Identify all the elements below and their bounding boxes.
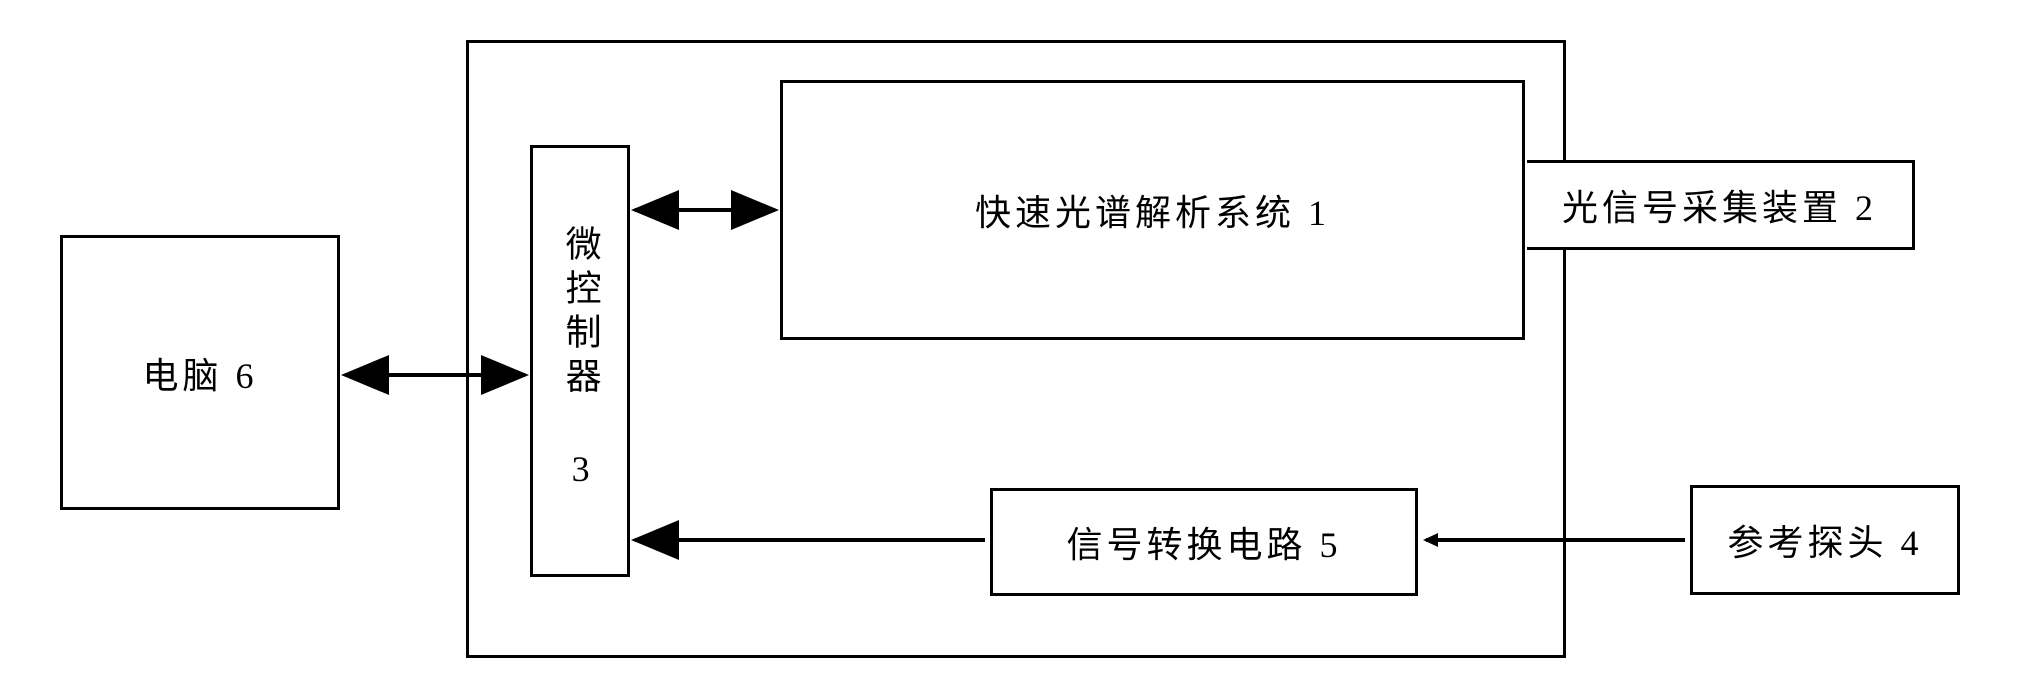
optical-device-box: 光信号采集装置 2	[1527, 160, 1915, 250]
microcontroller-box: 微控制器 3	[530, 145, 630, 577]
computer-box: 电脑 6	[60, 235, 340, 510]
arrow-microcontroller-spectrum	[630, 195, 780, 225]
signal-circuit-box: 信号转换电路 5	[990, 488, 1418, 596]
reference-probe-box: 参考探头 4	[1690, 485, 1960, 595]
arrow-signal-microcontroller	[630, 525, 990, 555]
microcontroller-label: 微控制器 3	[558, 225, 601, 497]
spectrum-system-box: 快速光谱解析系统 1	[780, 80, 1525, 340]
signal-circuit-label: 信号转换电路 5	[1066, 516, 1341, 568]
arrow-probe-signal	[1418, 525, 1690, 555]
arrow-computer-microcontroller	[340, 360, 530, 390]
spectrum-system-label: 快速光谱解析系统 1	[975, 184, 1330, 236]
optical-device-label: 光信号采集装置 2	[1562, 179, 1877, 231]
computer-label: 电脑 6	[142, 347, 257, 399]
reference-probe-label: 参考探头 4	[1727, 514, 1922, 566]
